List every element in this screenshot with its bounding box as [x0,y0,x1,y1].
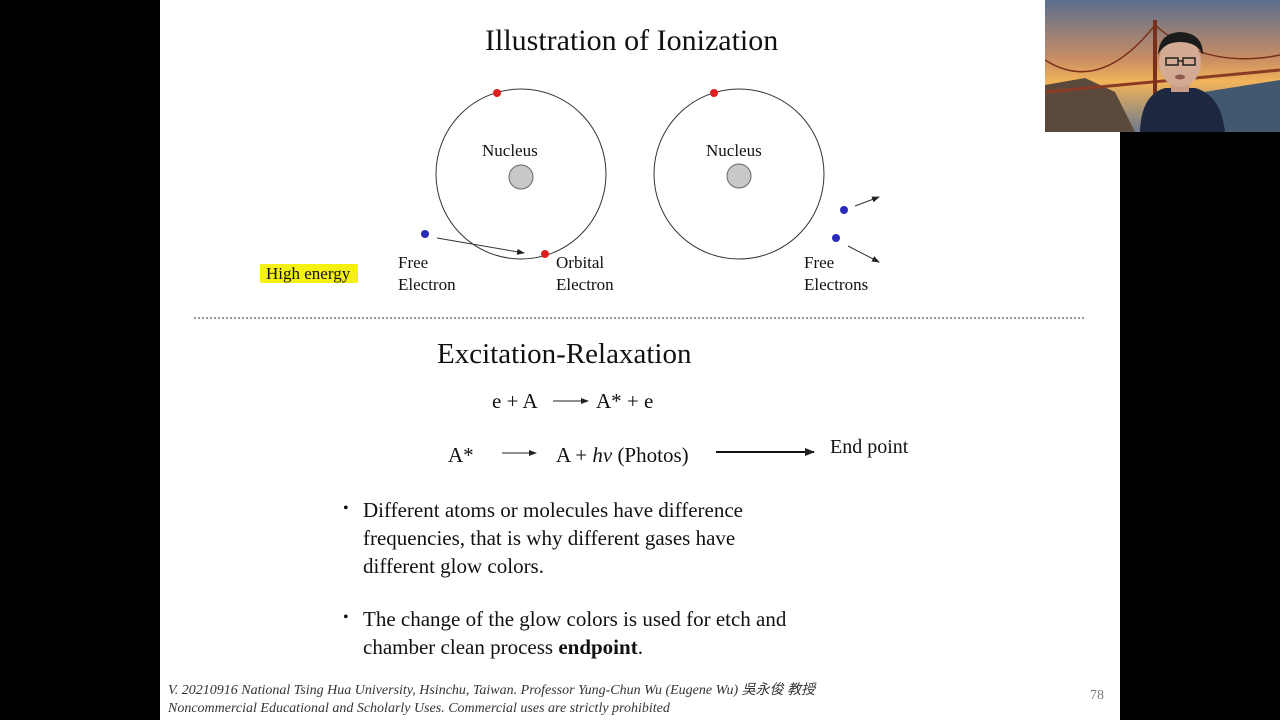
high-energy-label: High energy [260,264,359,283]
free-electron-label-line1: Free [398,253,429,272]
equation2-suffix: (Photos) [612,443,689,467]
footer-line1: V. 20210916 National Tsing Hua Universit… [168,683,816,698]
orbital-electron-label: Orbital Electron [556,252,614,296]
free-electron-label-line2: Electron [398,275,456,294]
free-electron-out-2 [832,234,840,242]
high-energy-highlight: High energy [260,263,359,285]
bullet-dot-1: • [343,500,349,517]
footer: V. 20210916 National Tsing Hua Universit… [168,682,815,718]
ionization-diagram [194,88,1086,456]
atom-orbit-right [653,88,825,260]
bullet-2: The change of the glow colors is used fo… [363,605,813,661]
equation2-prefix: A + [556,443,593,467]
free-electrons-label-line2: Electrons [804,275,869,294]
webcam-video-icon [1045,0,1280,132]
orbital-electron-label-line1: Orbital [556,253,605,272]
orbital-electron-label-line2: Electron [556,275,614,294]
slide-title: Illustration of Ionization [485,24,779,57]
free-electron-out-1-arrow [854,196,880,207]
bullet-2-text: The change of the glow colors is used fo… [363,607,787,659]
nucleus-label-right: Nucleus [706,141,762,160]
free-electrons-label-line1: Free [804,253,835,272]
planck-h: h [592,443,603,467]
free-electrons-label: Free Electrons [804,252,868,296]
frequency-nu: ν [602,443,613,467]
equation2-left: A* [448,443,474,467]
incoming-electron-arrow [436,237,525,255]
bullet-dot-2: • [343,609,349,626]
bullet-1: Different atoms or molecules have differ… [363,498,743,578]
orbital-electron-top-right [710,89,718,97]
free-electron-out-2-arrow [847,245,880,263]
orbital-electron-bottom [541,250,549,258]
equation1-right: A* + e [596,389,654,413]
page-number: 78 [1090,688,1104,703]
free-electron-label: Free Electron [398,252,456,296]
end-point-label: End point [830,436,909,458]
equation1-left: e + A [492,389,538,413]
atom-orbit-left [435,88,607,260]
slide: Illustration of Ionization Nucleus Nucle… [160,0,1120,720]
nucleus-label-left: Nucleus [482,141,538,160]
equation2-right: A + hν (Photos) [556,443,689,468]
footer-line2: Noncommercial Educational and Scholarly … [168,701,670,716]
section-title: Excitation-Relaxation [437,338,692,370]
nucleus-left [508,164,534,190]
presenter-webcam [1045,0,1280,132]
bullet-2-period: . [637,635,643,659]
free-electron-incoming [421,230,429,238]
nucleus-right [726,163,752,189]
orbital-electron-top-left [493,89,501,97]
free-electron-out-1 [840,206,848,214]
bullet-2-bold-endpoint: endpoint [558,635,638,659]
